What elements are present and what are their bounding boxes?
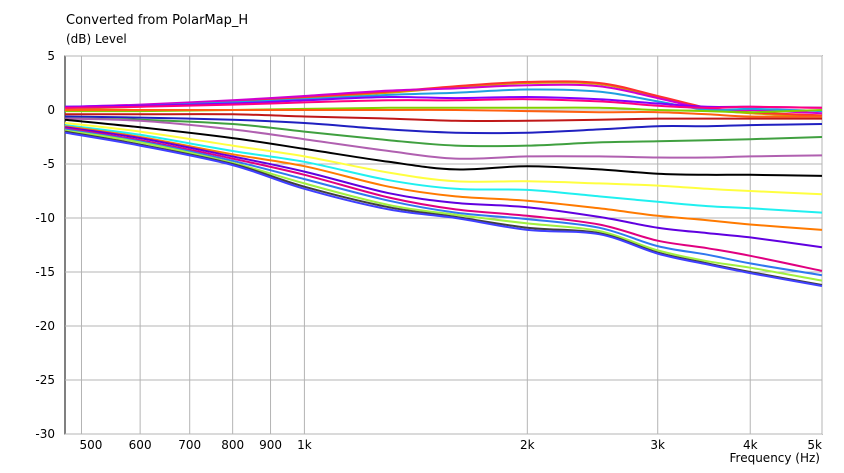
y-tick-label: 5 bbox=[47, 49, 55, 63]
series-line bbox=[64, 113, 823, 123]
y-tick-label: -10 bbox=[35, 211, 55, 225]
x-tick-label: 3k bbox=[650, 438, 665, 452]
x-axis-label: Frequency (Hz) bbox=[730, 451, 821, 465]
x-tick-label: 4k bbox=[743, 438, 758, 452]
series-line bbox=[64, 129, 823, 282]
tick-labels: 500 600 700 800 900 1k 2k 3k 4k 5k 5 0 -5 -10 -15 -20 -2… bbox=[35, 49, 822, 452]
y-tick-label: -15 bbox=[35, 265, 55, 279]
series-line bbox=[64, 98, 823, 109]
y-tick-label: -30 bbox=[35, 427, 55, 441]
y-tick-label: -5 bbox=[43, 157, 55, 171]
x-tick-label: 900 bbox=[259, 438, 282, 452]
x-tick-label: 600 bbox=[129, 438, 152, 452]
series-line bbox=[64, 131, 823, 287]
y-tick-label: -20 bbox=[35, 319, 55, 333]
x-tick-label: 700 bbox=[178, 438, 201, 452]
x-tick-label: 2k bbox=[520, 438, 535, 452]
series-line bbox=[64, 83, 823, 115]
series-line bbox=[64, 128, 823, 277]
series-line bbox=[64, 126, 823, 249]
series-group bbox=[64, 80, 823, 287]
series-line bbox=[64, 122, 823, 196]
x-tick-label: 500 bbox=[79, 438, 102, 452]
chart-title: Converted from PolarMap_H bbox=[66, 13, 248, 28]
y-tick-label: 0 bbox=[47, 103, 55, 117]
grid bbox=[65, 55, 823, 435]
series-line bbox=[64, 115, 823, 135]
plot-area bbox=[64, 55, 823, 435]
y-tick-label: -25 bbox=[35, 373, 55, 387]
x-tick-label: 5k bbox=[807, 438, 822, 452]
series-line bbox=[64, 117, 823, 160]
y-axis-label: (dB) Level bbox=[66, 32, 127, 46]
x-tick-label: 1k bbox=[297, 438, 312, 452]
series-line bbox=[64, 127, 823, 272]
series-line bbox=[64, 125, 823, 231]
series-line bbox=[64, 124, 823, 214]
series-line bbox=[64, 117, 823, 148]
x-tick-label: 800 bbox=[221, 438, 244, 452]
series-line bbox=[65, 108, 823, 118]
series-line bbox=[64, 118, 823, 177]
